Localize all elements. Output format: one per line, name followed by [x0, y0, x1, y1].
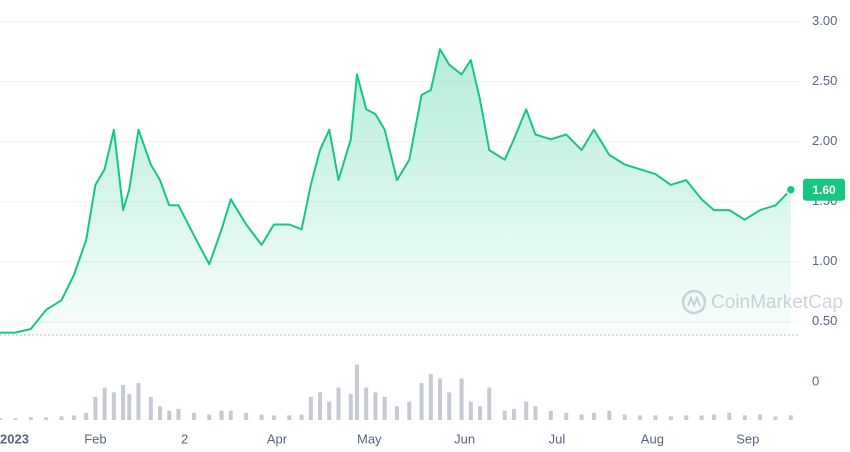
- volume-bar: [348, 394, 353, 420]
- volume-bar: [127, 394, 132, 420]
- watermark-text: CoinMarketCap: [711, 292, 843, 313]
- volume-bar: [638, 415, 643, 420]
- volume-bar: [299, 414, 304, 420]
- x-tick-label: Sep: [736, 431, 759, 446]
- volume-bar: [533, 406, 538, 420]
- volume-bar: [758, 414, 763, 420]
- volume-bar: [244, 412, 249, 420]
- volume-bar: [167, 410, 172, 420]
- volume-bar: [591, 412, 596, 420]
- x-tick-label: May: [357, 431, 382, 446]
- volume-bar: [191, 412, 196, 420]
- volume-bar: [354, 364, 359, 420]
- x-tick-label: Aug: [641, 431, 664, 446]
- volume-bar: [502, 410, 507, 420]
- x-tick-label: Jun: [454, 431, 475, 446]
- volume-bar: [373, 392, 378, 420]
- volume-bar: [487, 387, 492, 420]
- volume-bar: [622, 414, 627, 420]
- volume-bar: [271, 415, 276, 420]
- volume-bar: [102, 387, 107, 420]
- current-price-badge: [803, 178, 845, 201]
- volume-bar: [773, 416, 778, 420]
- volume-bar: [219, 410, 224, 420]
- volume-bar: [742, 415, 747, 420]
- volume-bar: [136, 383, 141, 420]
- volume-bar: [207, 414, 212, 420]
- volume-bar: [318, 392, 323, 420]
- volume-bar: [93, 396, 98, 420]
- volume-bar: [438, 378, 443, 420]
- y-tick-label: 2.00: [812, 133, 837, 148]
- volume-bar: [121, 384, 126, 420]
- volume-bar: [548, 410, 553, 420]
- volume-bar: [158, 406, 163, 420]
- volume-bar: [564, 412, 569, 420]
- current-price-label: 1.60: [812, 183, 836, 197]
- volume-bar: [364, 387, 369, 420]
- volume-bar: [176, 408, 181, 420]
- volume-bar: [579, 414, 584, 420]
- volume-bar: [478, 406, 483, 420]
- volume-bar: [28, 417, 33, 420]
- volume-bar: [788, 415, 793, 420]
- volume-bar: [447, 392, 452, 420]
- volume-bar: [13, 418, 18, 420]
- volume-bar: [407, 401, 412, 420]
- volume-bar: [308, 396, 313, 420]
- current-price-dot: [785, 184, 797, 195]
- volume-bar: [459, 378, 464, 420]
- volume-bar: [259, 414, 264, 420]
- volume-bar: [228, 410, 233, 420]
- y-tick-label: 2.50: [812, 73, 837, 88]
- volume-bar: [336, 387, 341, 420]
- volume-bar: [727, 412, 732, 420]
- volume-bar: [668, 416, 673, 420]
- volume-bar: [394, 406, 399, 420]
- volume-bar: [84, 412, 89, 420]
- volume-bar: [327, 401, 332, 420]
- volume-bar: [653, 415, 658, 420]
- y-tick-label: 0.50: [812, 313, 837, 328]
- volume-tick-label: 0: [812, 373, 819, 388]
- x-tick-label: Feb: [84, 431, 106, 446]
- x-tick-label: 2: [181, 431, 188, 446]
- volume-bar: [699, 415, 704, 420]
- volume-bar: [0, 418, 2, 420]
- volume-bar: [44, 417, 49, 420]
- volume-bar: [607, 410, 612, 420]
- x-tick-label: 2023: [0, 431, 29, 446]
- volume-bar: [148, 396, 153, 420]
- volume-bar: [684, 415, 689, 420]
- y-tick-label: 1.00: [812, 253, 837, 268]
- volume-bar: [71, 415, 76, 420]
- price-line: [0, 48, 792, 334]
- volume-bar: [468, 401, 473, 420]
- volume-bar: [524, 401, 529, 420]
- volume-bar: [382, 396, 387, 420]
- x-tick-label: Jul: [549, 431, 566, 446]
- volume-bar: [419, 383, 424, 420]
- volume-bar: [111, 392, 116, 420]
- price-area: [0, 49, 791, 335]
- x-tick-label: Apr: [267, 431, 288, 446]
- volume-bar: [287, 415, 292, 420]
- volume-bar: [511, 408, 516, 420]
- volume-bar: [59, 416, 64, 420]
- volume-bar: [711, 414, 716, 420]
- y-tick-label: 3.00: [812, 13, 837, 28]
- volume-bar: [428, 373, 433, 420]
- watermark: CoinMarketCap: [681, 289, 843, 315]
